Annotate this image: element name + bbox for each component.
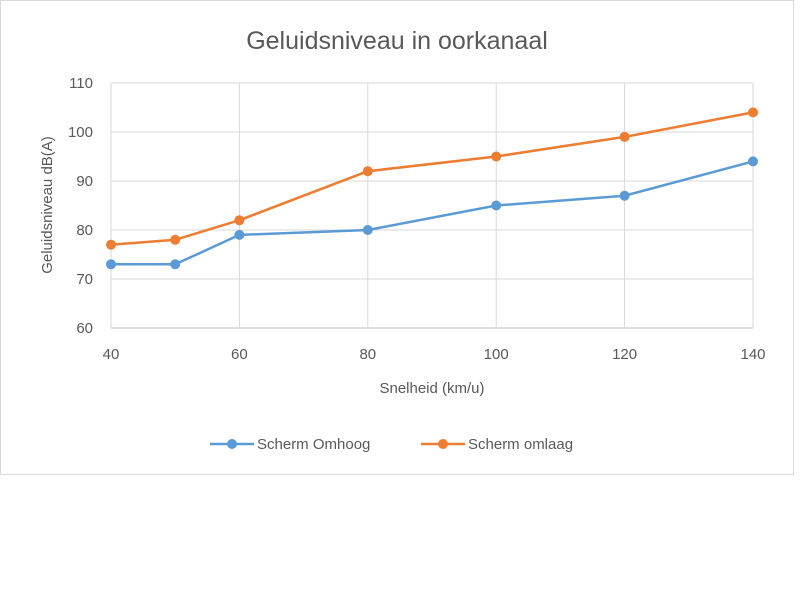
- legend-label: Scherm Omhoog: [257, 436, 370, 453]
- data-point-scherm-omlaag: [170, 234, 181, 245]
- y-tick-label: 100: [68, 124, 93, 141]
- data-point-scherm-omhoog: [619, 190, 630, 201]
- data-point-scherm-omlaag: [748, 107, 758, 118]
- y-axis-title: Geluidsniveau dB(A): [39, 136, 56, 274]
- data-point-scherm-omlaag: [491, 151, 502, 162]
- chart-frame: Geluidsniveau in oorkanaal 60 70 80 90 100 11…: [0, 0, 794, 475]
- data-point-scherm-omlaag: [234, 215, 245, 226]
- x-axis-title: Snelheid (km/u): [379, 380, 484, 397]
- x-tick-label: 60: [231, 346, 248, 363]
- data-point-scherm-omlaag: [106, 239, 116, 250]
- y-tick-label: 70: [76, 271, 93, 288]
- data-point-scherm-omhoog: [234, 229, 245, 240]
- chart-title: Geluidsniveau in oorkanaal: [246, 27, 548, 55]
- data-point-scherm-omhoog: [362, 225, 373, 235]
- data-point-scherm-omhoog: [170, 259, 181, 270]
- legend-swatch-marker: [227, 439, 237, 449]
- series-line-scherm-omhoog: [109, 160, 755, 266]
- data-point-scherm-omhoog: [491, 200, 502, 211]
- legend-label: Scherm omlaag: [468, 436, 573, 453]
- data-point-scherm-omhoog: [748, 156, 758, 167]
- data-point-scherm-omlaag: [362, 166, 373, 177]
- data-point-scherm-omhoog: [106, 259, 116, 270]
- x-tick-label: 80: [359, 346, 376, 363]
- x-tick-label: 40: [103, 346, 120, 363]
- y-tick-label: 90: [76, 173, 93, 190]
- legend-swatch-marker: [438, 439, 448, 449]
- tick-labels: 60 70 80 90 100 110 40 60 80 100 120 140: [68, 75, 766, 363]
- y-tick-label: 80: [76, 222, 93, 239]
- data-point-scherm-omlaag: [619, 131, 630, 142]
- legend: Scherm Omhoog Scherm omlaag: [210, 436, 573, 453]
- line-chart: Geluidsniveau in oorkanaal 60 70 80 90 100 11…: [39, 27, 766, 453]
- legend-item-scherm-omlaag: Scherm omlaag: [421, 436, 573, 453]
- x-tick-label: 100: [484, 346, 509, 363]
- x-tick-label: 120: [612, 346, 637, 363]
- x-tick-label: 140: [740, 346, 765, 363]
- data-series: [106, 107, 758, 270]
- y-tick-label: 110: [69, 75, 93, 92]
- gridlines: [110, 82, 754, 329]
- legend-item-scherm-omhoog: Scherm Omhoog: [210, 436, 370, 453]
- y-tick-label: 60: [76, 320, 93, 337]
